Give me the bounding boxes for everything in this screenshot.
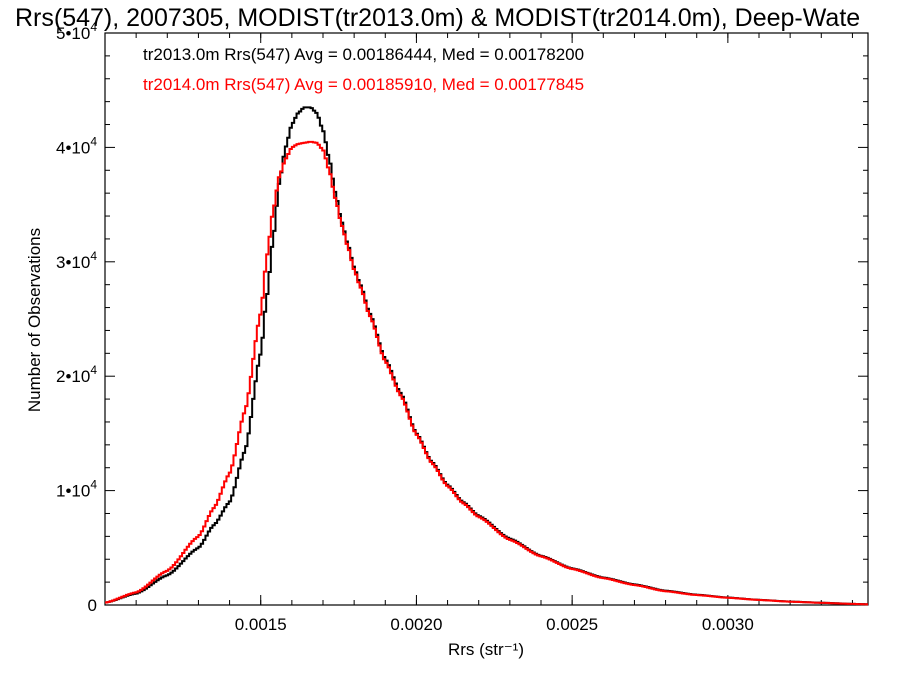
y-axis-ticks: 0 1•104 2•104 3•104 4•104 5•104: [56, 20, 868, 615]
y-tick-label: 4•104: [56, 134, 97, 157]
x-axis-label: Rrs (str⁻¹): [448, 640, 524, 659]
plot-frame: [104, 32, 869, 606]
y-axis-label: Number of Observations: [25, 228, 44, 412]
x-tick-label: 0.0030: [702, 615, 754, 634]
chart-title: Rrs(547), 2007305, MODIST(tr2013.0m) & M…: [15, 4, 860, 32]
x-tick-label: 0.0025: [546, 615, 598, 634]
x-tick-label: 0.0020: [390, 615, 442, 634]
legend: tr2013.0m Rrs(547) Avg = 0.00186444, Med…: [143, 45, 584, 94]
legend-entry-tr2013: tr2013.0m Rrs(547) Avg = 0.00186444, Med…: [143, 45, 584, 64]
legend-entry-tr2014: tr2014.0m Rrs(547) Avg = 0.00185910, Med…: [143, 75, 584, 94]
y-tick-label: 1•104: [56, 478, 97, 501]
y-tick-label: 2•104: [56, 363, 97, 386]
y-tick-label: 0: [88, 596, 97, 615]
series-line-tr2014.0m: [105, 140, 868, 606]
x-tick-label: 0.0015: [235, 615, 287, 634]
series-lines: [105, 106, 868, 606]
y-tick-label: 5•104: [56, 20, 97, 43]
y-tick-label: 3•104: [56, 249, 97, 272]
x-axis-ticks: 0.0015 0.0020 0.0025 0.0030: [135, 33, 853, 634]
